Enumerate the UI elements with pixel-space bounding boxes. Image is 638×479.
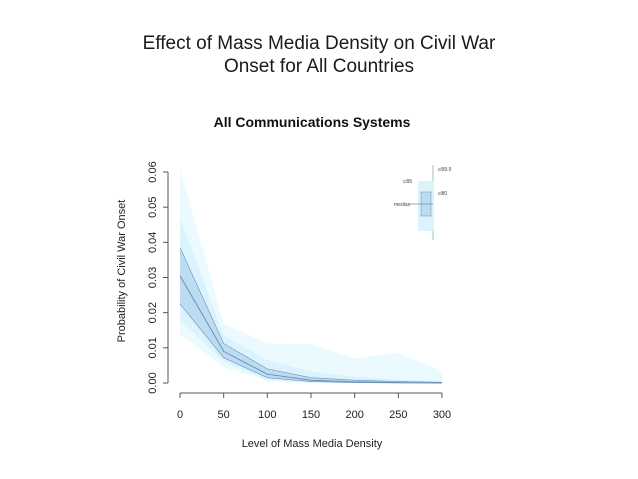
y-tick-label-5: 0.05 — [147, 196, 159, 217]
y-tick-label-1: 0.01 — [147, 337, 159, 358]
legend-label-ci80: ci80 — [438, 191, 447, 197]
x-tick-label-200: 200 — [345, 409, 363, 421]
x-axis-label: Level of Mass Media Density — [242, 438, 383, 450]
slide-title-line-2: Onset for All Countries — [223, 56, 415, 77]
x-tick-label-250: 250 — [389, 409, 407, 421]
y-tick-label-0: 0.00 — [147, 372, 159, 393]
band-ci999 — [180, 168, 442, 383]
confidence-bands — [179, 168, 443, 384]
y-axis-label: Probability of Civil War Onset — [116, 200, 128, 343]
slide-title: Effect of Mass Media Density on Civil Wa… — [0, 32, 638, 78]
legend-label-median: median — [394, 202, 411, 208]
legend-label-ci95: ci95 — [403, 179, 412, 185]
x-tick-label-300: 300 — [433, 409, 451, 421]
chart-title: All Communications Systems — [214, 114, 411, 130]
x-tick-label-150: 150 — [302, 409, 320, 421]
x-tick-label-50: 50 — [218, 409, 230, 421]
line-median — [179, 275, 443, 384]
y-tick-label-2: 0.02 — [147, 302, 159, 323]
y-tick-label-3: 0.03 — [147, 267, 159, 288]
x-tick-label-0: 0 — [177, 409, 183, 421]
legend-label-ci999: ci99.9 — [438, 167, 452, 173]
x-tick-label-100: 100 — [258, 409, 276, 421]
axes: 0 50 100 150 200 250 300 0.00 0.01 0.02 0.03 0.04 0.… — [147, 161, 451, 421]
y-tick-label-4: 0.04 — [147, 232, 159, 253]
legend: ci99.9 ci95 ci80 median — [394, 165, 452, 240]
slide-title-line-1: Effect of Mass Media Density on Civil Wa… — [142, 33, 496, 54]
y-tick-label-6: 0.06 — [147, 161, 159, 182]
line-ci80-upper — [179, 247, 443, 383]
